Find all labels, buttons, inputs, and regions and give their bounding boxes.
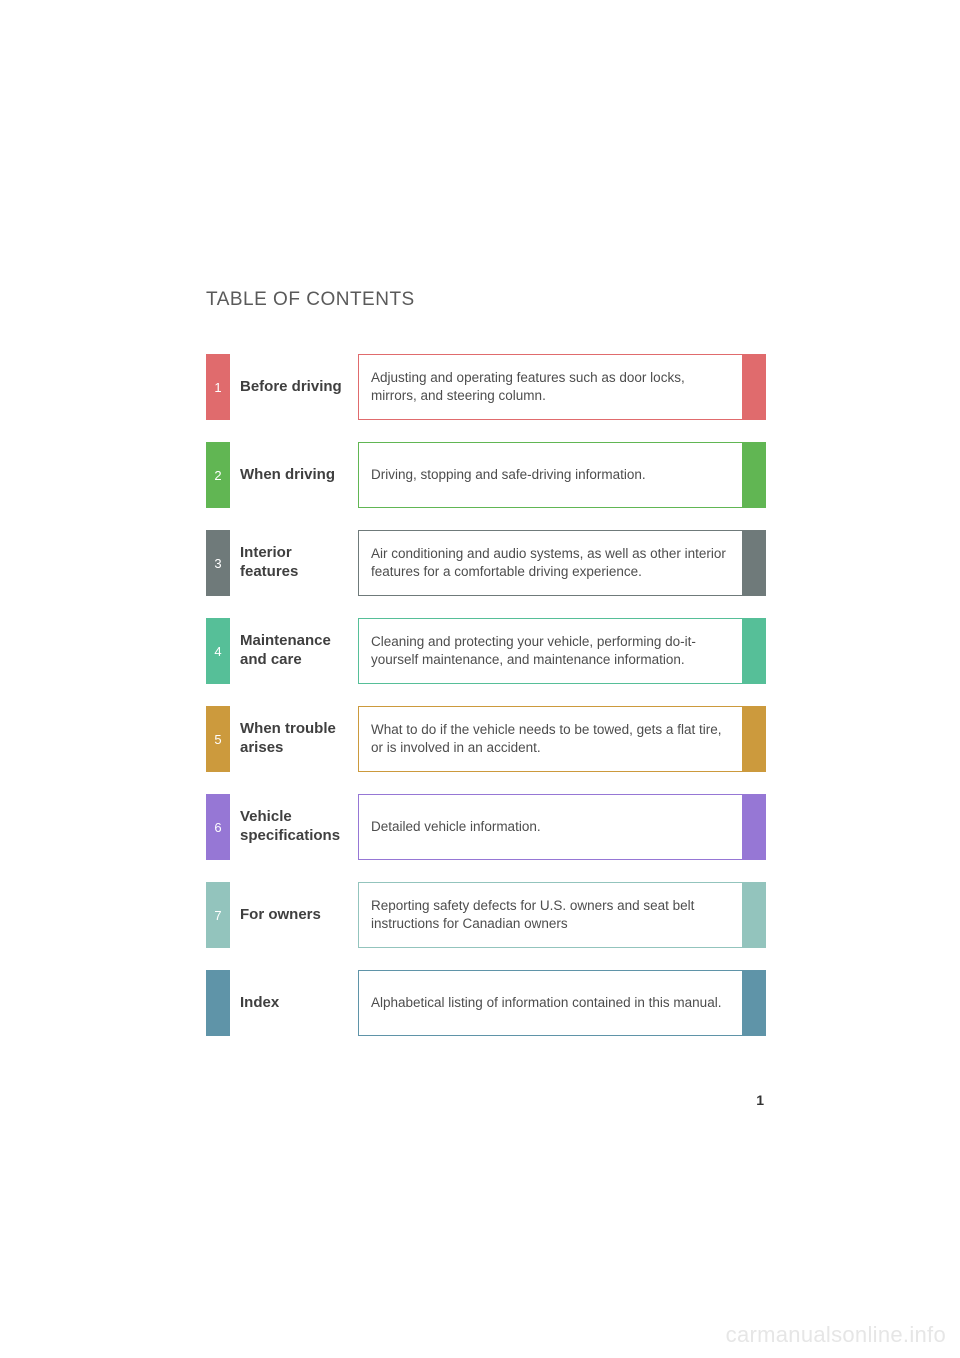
chapter-title: Index [230,970,358,1036]
toc-row[interactable]: 6Vehicle specificationsDetailed vehicle … [206,794,766,860]
toc-row[interactable]: 3Interior featuresAir conditioning and a… [206,530,766,596]
page-heading: TABLE OF CONTENTS [206,289,415,311]
chapter-number-tab: 7 [206,882,230,948]
chapter-title: Before driving [230,354,358,420]
chapter-number-tab [206,970,230,1036]
chapter-end-tab [742,354,766,420]
chapter-title: Vehicle specifications [230,794,358,860]
chapter-description: Detailed vehicle information. [358,794,742,860]
page-number: 1 [756,1092,764,1108]
toc-rows: 1Before drivingAdjusting and operating f… [206,354,766,1058]
page: TABLE OF CONTENTS 1Before drivingAdjusti… [0,0,960,1358]
toc-row[interactable]: 7For ownersReporting safety defects for … [206,882,766,948]
chapter-title: Maintenance and care [230,618,358,684]
chapter-description: Air conditioning and audio systems, as w… [358,530,742,596]
chapter-end-tab [742,882,766,948]
chapter-number-tab: 4 [206,618,230,684]
chapter-description: Adjusting and operating features such as… [358,354,742,420]
chapter-end-tab [742,970,766,1036]
chapter-number-tab: 1 [206,354,230,420]
chapter-description: What to do if the vehicle needs to be to… [358,706,742,772]
chapter-description: Reporting safety defects for U.S. owners… [358,882,742,948]
chapter-title: For owners [230,882,358,948]
chapter-description: Cleaning and protecting your vehicle, pe… [358,618,742,684]
chapter-number-tab: 5 [206,706,230,772]
chapter-number-tab: 6 [206,794,230,860]
toc-row[interactable]: IndexAlphabetical listing of information… [206,970,766,1036]
chapter-number-tab: 2 [206,442,230,508]
toc-row[interactable]: 1Before drivingAdjusting and operating f… [206,354,766,420]
toc-row[interactable]: 4Maintenance and careCleaning and protec… [206,618,766,684]
chapter-end-tab [742,530,766,596]
chapter-title: Interior features [230,530,358,596]
chapter-end-tab [742,442,766,508]
chapter-number-tab: 3 [206,530,230,596]
toc-row[interactable]: 5When trouble arisesWhat to do if the ve… [206,706,766,772]
chapter-end-tab [742,618,766,684]
watermark: carmanualsonline.info [726,1322,946,1348]
chapter-title: When driving [230,442,358,508]
chapter-title: When trouble arises [230,706,358,772]
chapter-end-tab [742,794,766,860]
chapter-end-tab [742,706,766,772]
chapter-description: Driving, stopping and safe-driving infor… [358,442,742,508]
chapter-description: Alphabetical listing of information cont… [358,970,742,1036]
toc-row[interactable]: 2When drivingDriving, stopping and safe-… [206,442,766,508]
